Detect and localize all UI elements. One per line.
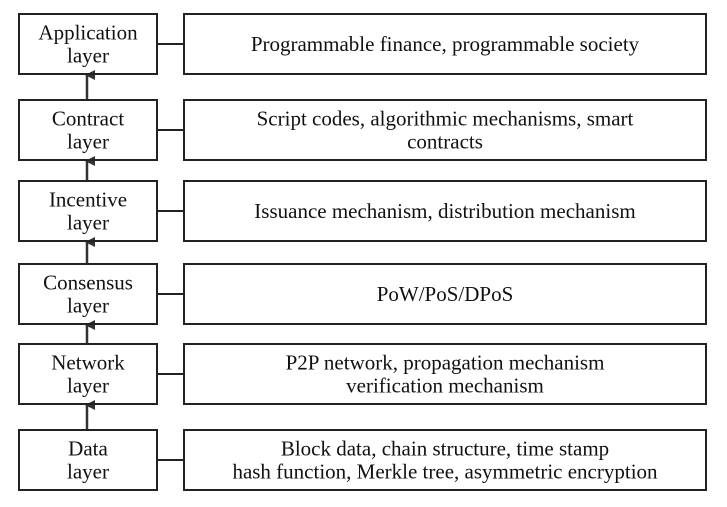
layer-name-text: layer — [67, 460, 109, 484]
layer-description-box — [183, 99, 707, 161]
layer-description-box — [183, 180, 707, 242]
layer-description-text: P2P network, propagation mechanism — [286, 351, 605, 375]
layer-description-box — [183, 429, 707, 491]
layer-name-text: Data — [68, 437, 108, 461]
layer-description-text: contracts — [407, 130, 483, 154]
layer-description-box — [183, 263, 707, 325]
layer-name-text: Consensus — [43, 271, 133, 295]
layer-description-box — [183, 13, 707, 75]
layer-name-text: layer — [67, 130, 109, 154]
layer-name-text: layer — [67, 374, 109, 398]
layer-description-text: verification mechanism — [346, 374, 544, 398]
layer-description-text: Script codes, algorithmic mechanisms, sm… — [257, 107, 634, 131]
layer-description-text: Programmable finance, programmable socie… — [251, 32, 640, 56]
layer-description-text: PoW/PoS/DPoS — [377, 282, 514, 306]
layer-description-text: Issuance mechanism, distribution mechani… — [254, 199, 635, 223]
layer-description-box — [183, 343, 707, 405]
layer-name-text: layer — [67, 211, 109, 235]
layer-name-text: Contract — [52, 107, 124, 131]
layer-name-text: Network — [51, 351, 125, 375]
layer-name-text: Application — [38, 21, 138, 45]
layer-name-text: layer — [67, 294, 109, 318]
layer-name-text: layer — [67, 44, 109, 68]
layer-description-text: Block data, chain structure, time stamp — [281, 437, 609, 461]
layer-name-text: Incentive — [49, 188, 127, 212]
layer-description-text: hash function, Merkle tree, asymmetric e… — [232, 460, 658, 484]
